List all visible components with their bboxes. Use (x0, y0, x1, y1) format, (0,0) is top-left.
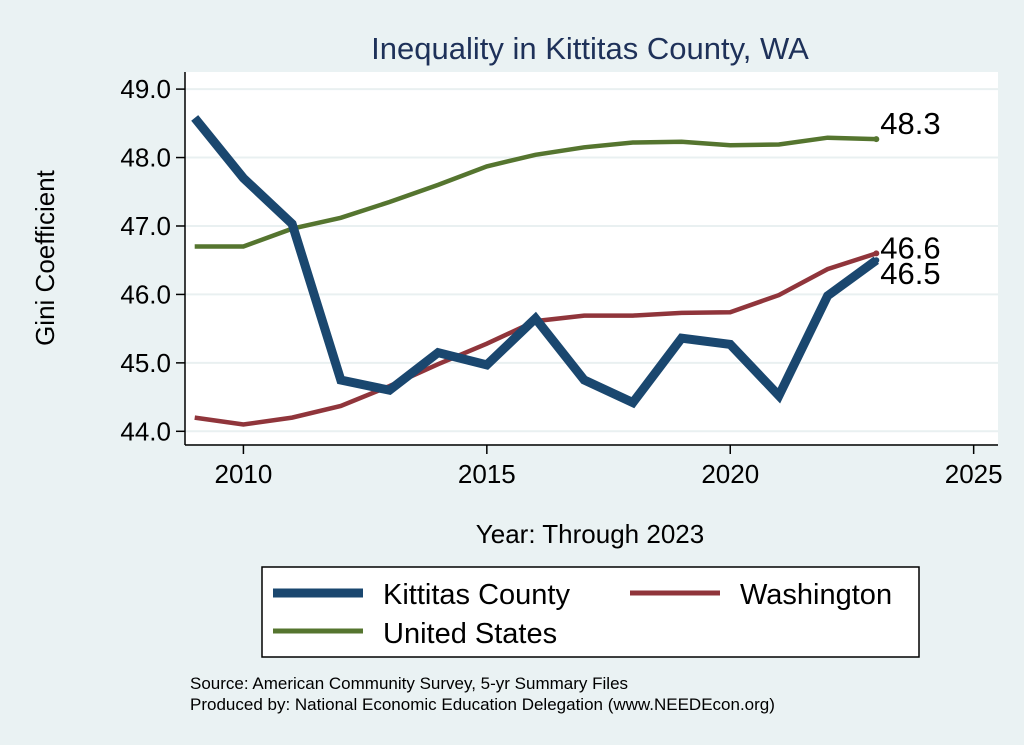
legend-box (261, 566, 920, 658)
end-label-washington: 46.6 (880, 230, 940, 265)
y-tick-label: 48.0 (120, 143, 171, 173)
end-label-kittitas-county: 46.5 (880, 256, 940, 291)
end-point-washington (873, 250, 880, 257)
y-tick-label: 49.0 (120, 74, 171, 104)
y-tick-label: 47.0 (120, 211, 171, 241)
x-tick-label: 2010 (214, 459, 272, 489)
x-tick-label: 2025 (945, 459, 1003, 489)
x-tick-label: 2020 (701, 459, 759, 489)
series-line-united-states (194, 135, 877, 249)
y-axis-title: Gini Coefficient (30, 169, 60, 346)
legend: Kittitas County Washington United States (261, 566, 920, 658)
y-tick-label: 45.0 (120, 348, 171, 378)
series-layer (191, 115, 880, 427)
x-tick-label: 2015 (458, 459, 516, 489)
y-axis-ticks: 44.0 45.0 46.0 47.0 48.0 49.0 (120, 74, 185, 446)
legend-label-united-states: United States (383, 618, 557, 650)
gridlines (185, 88, 998, 433)
chart-title: Inequality in Kittitas County, WA (371, 31, 809, 66)
source-note: Source: American Community Survey, 5-yr … (190, 674, 628, 693)
legend-label-washington: Washington (740, 579, 892, 611)
end-label-united-states: 48.3 (880, 106, 940, 141)
x-axis-ticks: 2010 2015 2020 2025 (214, 445, 1003, 489)
legend-label-kittitas: Kittitas County (383, 579, 570, 611)
x-axis-title: Year: Through 2023 (476, 519, 704, 549)
y-tick-label: 46.0 (120, 279, 171, 309)
producer-note: Produced by: National Economic Education… (190, 695, 775, 714)
end-point-united-states (873, 136, 880, 143)
end-labels: 46.546.6 48.3 (880, 106, 940, 291)
end-point-kittitas-county (873, 257, 880, 264)
series-line-kittitas-county (191, 115, 879, 409)
y-tick-label: 44.0 (120, 416, 171, 446)
